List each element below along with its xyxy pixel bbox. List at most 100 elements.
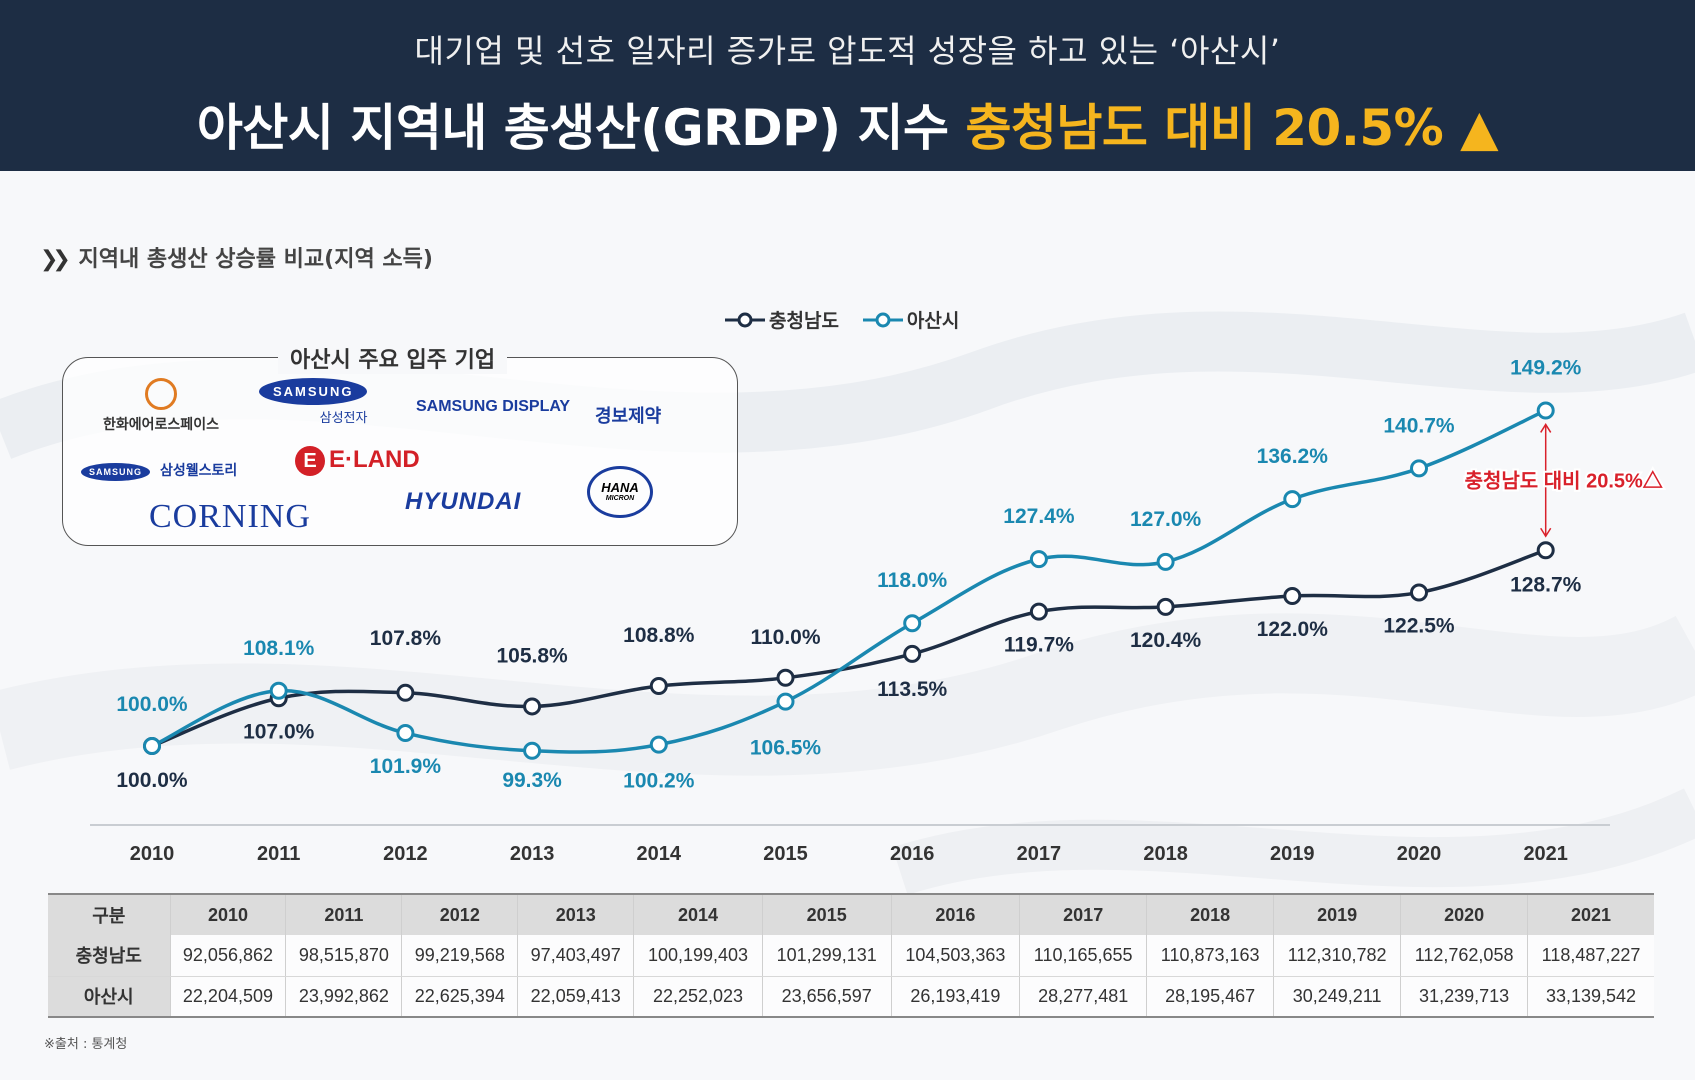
table-header-year: 2013 — [517, 893, 635, 935]
welstory-text: 삼성웰스토리 — [160, 462, 238, 478]
data-point-chungnam — [1029, 602, 1048, 621]
annotation-arrow-down-icon — [1540, 527, 1552, 538]
table-cell: 30,249,211 — [1273, 976, 1402, 1018]
table-header-year: 2020 — [1400, 893, 1529, 935]
x-tick-label: 2013 — [510, 843, 555, 865]
legend-item-chungnam: 충청남도 — [725, 306, 839, 333]
data-point-asan — [903, 614, 922, 633]
x-tick-label: 2014 — [637, 843, 682, 865]
samsung-display-logo: SAMSUNG DISPLAY — [416, 398, 571, 415]
data-label-asan: 100.2% — [623, 770, 695, 793]
legend-label-asan: 아산시 — [906, 310, 960, 332]
table-cell: 22,204,509 — [170, 976, 287, 1018]
hanwha-mark-icon — [145, 378, 177, 410]
data-label-asan: 118.0% — [877, 569, 947, 592]
data-point-chungnam — [1410, 583, 1428, 602]
data-label-chungnam: 108.8% — [623, 624, 695, 647]
table-cell: 33,139,542 — [1527, 976, 1654, 1018]
data-point-chungnam — [776, 668, 795, 687]
table-header-label: 구분 — [48, 893, 171, 935]
table-cell: 104,503,363 — [891, 935, 1021, 977]
data-point-asan — [269, 681, 288, 700]
table-cell: 101,299,131 — [762, 935, 892, 977]
table-cell: 112,310,782 — [1273, 935, 1402, 977]
data-label-chungnam: 100.0% — [116, 769, 188, 792]
data-label-asan: 136.2% — [1257, 445, 1329, 468]
table-cell: 110,165,655 — [1019, 935, 1148, 977]
samsung-kr-text: 삼성전자 — [319, 410, 368, 425]
hanwha-logo-text: 한화에어로스페이스 — [103, 416, 219, 432]
eland-mark-icon: E — [295, 446, 325, 476]
data-label-asan: 99.3% — [502, 769, 562, 792]
table-row-label: 아산시 — [48, 976, 171, 1018]
table-header-year: 2018 — [1146, 893, 1275, 935]
x-tick-label: 2015 — [763, 843, 808, 865]
chart-legend: 충청남도 아산시 — [725, 306, 959, 333]
header-banner: 대기업 및 선호 일자리 증가로 압도적 성장을 하고 있는 ‘아산시’ 아산시… — [0, 0, 1695, 171]
eland-logo: E E·LAND — [295, 446, 420, 476]
data-point-chungnam — [1283, 586, 1302, 605]
samsung-electronics-logo: SAMSUNG 삼성전자 — [259, 378, 368, 426]
annotation-arrow-up-icon — [1540, 423, 1552, 433]
section-title: ❯❯ 지역내 총생산 상승률 비교(지역 소득) — [40, 241, 433, 273]
table-cell: 110,873,163 — [1146, 935, 1275, 977]
table-header-year: 2015 — [762, 893, 892, 935]
data-label-asan: 127.0% — [1130, 508, 1202, 531]
welstory-mark-text: SAMSUNG — [81, 463, 151, 481]
x-tick-label: 2012 — [383, 843, 428, 865]
x-tick-label: 2017 — [1017, 843, 1062, 865]
header-title-highlight: 충청남도 대비 20.5% ▲ — [965, 99, 1499, 157]
annotation-label: 충청남도 대비 20.5%△ — [1465, 468, 1664, 492]
hanwha-logo: 한화에어로스페이스 — [91, 378, 231, 434]
table-cell: 99,219,568 — [401, 935, 519, 977]
table-cell: 23,656,597 — [762, 976, 892, 1018]
data-label-chungnam: 113.5% — [877, 678, 947, 701]
section-title-text: 지역내 총생산 상승률 비교(지역 소득) — [78, 247, 433, 272]
hana-text: HANA — [601, 480, 639, 495]
table-row-label: 충청남도 — [48, 935, 171, 977]
x-tick-label: 2010 — [130, 843, 175, 865]
data-point-chungnam — [649, 676, 668, 695]
hana-sub-text: MICRON — [605, 495, 635, 503]
x-tick-label: 2016 — [890, 843, 935, 865]
legend-item-asan: 아산시 — [862, 306, 960, 333]
table-cell: 112,762,058 — [1400, 935, 1529, 977]
eland-text: E·LAND — [329, 446, 420, 473]
series-line-chungnam — [151, 548, 1547, 748]
data-label-chungnam: 110.0% — [750, 626, 820, 649]
x-tick-label: 2020 — [1397, 843, 1442, 865]
data-label-chungnam: 128.7% — [1510, 573, 1582, 596]
x-tick-label: 2019 — [1270, 843, 1315, 865]
table-header-year: 2011 — [285, 893, 403, 935]
data-point-asan — [776, 692, 795, 711]
table-cell: 28,195,467 — [1146, 976, 1275, 1018]
table-header-year: 2017 — [1019, 893, 1148, 935]
companies-box: 아산시 주요 입주 기업 한화에어로스페이스 SAMSUNG 삼성전자 SAMSU… — [62, 342, 738, 546]
data-label-asan: 149.2% — [1510, 356, 1582, 379]
table-header-row: 구분 2010 2011 2012 2013 2014 2015 2016 2017 2018 20… — [48, 893, 1654, 935]
table-cell: 28,277,481 — [1019, 976, 1148, 1018]
table-cell: 118,487,227 — [1527, 935, 1654, 977]
data-label-chungnam: 120.4% — [1130, 629, 1202, 652]
data-point-asan — [523, 741, 542, 760]
kyongbo-logo: 경보제약 — [595, 406, 662, 426]
data-label-chungnam: 119.7% — [1004, 634, 1074, 657]
data-point-asan — [1283, 490, 1302, 509]
table-cell: 26,193,419 — [891, 976, 1021, 1018]
table-cell: 92,056,862 — [170, 935, 287, 977]
data-point-asan — [396, 724, 415, 743]
data-label-asan: 100.0% — [116, 693, 188, 716]
data-point-asan — [649, 735, 668, 754]
table-row: 충청남도 92,056,862 98,515,870 99,219,568 97,403… — [48, 935, 1654, 977]
source-note: ※출처 : 통계청 — [44, 1037, 128, 1052]
data-label-asan: 108.1% — [243, 637, 315, 660]
data-point-chungnam — [1156, 597, 1175, 616]
series-line-asan — [151, 408, 1547, 754]
table-row: 아산시 22,204,509 23,992,862 22,625,394 22,059,… — [48, 976, 1654, 1018]
data-label-chungnam: 107.0% — [243, 720, 315, 743]
table-cell: 100,199,403 — [633, 935, 763, 977]
table-cell: 22,252,023 — [633, 976, 763, 1018]
table-header-year: 2014 — [633, 893, 763, 935]
samsung-logo-text: SAMSUNG — [259, 378, 368, 405]
data-table: 구분 2010 2011 2012 2013 2014 2015 2016 2017 2018 20… — [48, 893, 1654, 1018]
